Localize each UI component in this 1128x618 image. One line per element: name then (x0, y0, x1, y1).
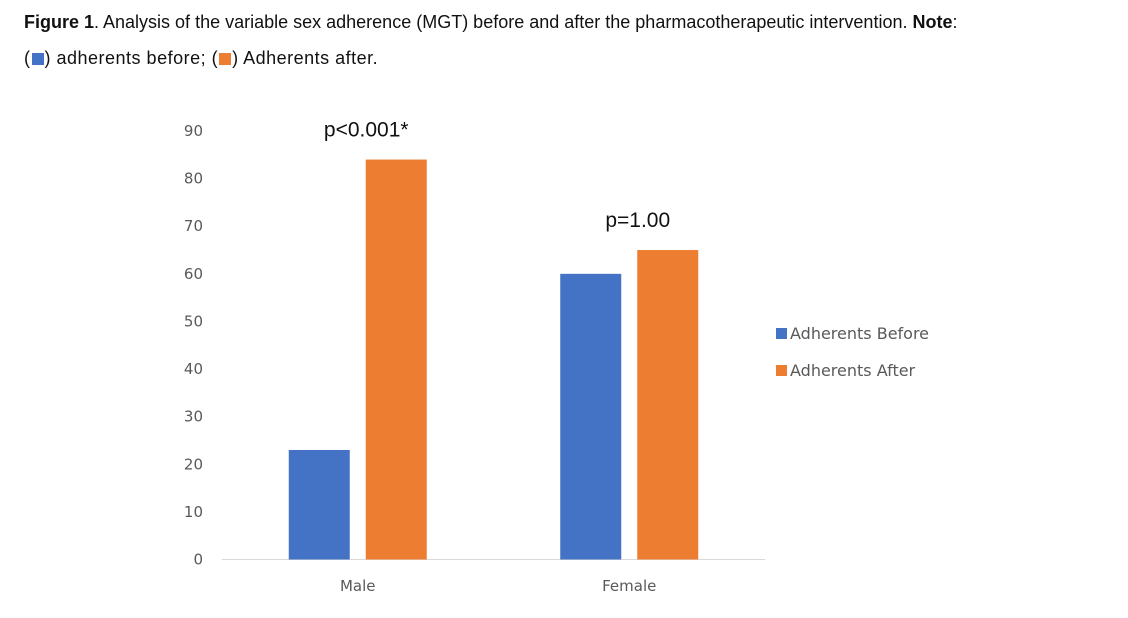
y-tick-label: 80 (184, 170, 203, 188)
figure-caption: Figure 1. Analysis of the variable sex a… (24, 8, 1114, 72)
bar (560, 273, 622, 560)
y-tick-label: 0 (193, 551, 203, 569)
y-tick-label: 40 (184, 360, 203, 378)
y-tick-label: 30 (184, 408, 203, 426)
legend-label: Adherents After (790, 361, 916, 380)
legend: Adherents Before Adherents After (776, 324, 929, 380)
caption-line-1: Figure 1. Analysis of the variable sex a… (24, 8, 1114, 36)
note-label: Note (912, 12, 953, 32)
bar (637, 250, 699, 560)
annotations: p<0.001* p=1.00 (324, 119, 670, 232)
y-tick-label: 10 (184, 503, 203, 521)
bar (288, 449, 350, 560)
y-tick-label: 50 (184, 312, 203, 330)
bars (288, 159, 699, 560)
note-colon: : (952, 12, 958, 32)
caption-after-text: ) Adherents after. (232, 48, 379, 68)
y-tick-label: 20 (184, 455, 203, 473)
caption-swatch-after (219, 53, 232, 65)
y-tick-label: 60 (184, 265, 203, 283)
y-tick-label: 90 (184, 122, 203, 140)
legend-label: Adherents Before (790, 324, 929, 343)
caption-open-paren: ( (24, 48, 31, 68)
p-value-annotation: p<0.001* (324, 119, 409, 142)
bar (365, 159, 427, 560)
legend-swatch (776, 328, 787, 339)
caption-line-2: ( ) adherents before; ( ) Adherents after. (24, 44, 1114, 72)
y-axis-ticks: 0 10 20 30 40 50 60 70 80 90 (184, 122, 203, 569)
caption-before-text: ) adherents before; ( (44, 48, 219, 68)
caption-swatch-before (31, 53, 44, 65)
y-tick-label: 70 (184, 217, 203, 235)
category-labels: Male Female (340, 577, 656, 595)
p-value-annotation: p=1.00 (605, 209, 670, 232)
x-tick-label: Male (340, 577, 376, 595)
x-tick-label: Female (602, 577, 656, 595)
figure-label: Figure 1 (24, 12, 95, 32)
caption-text: . Analysis of the variable sex adherence… (94, 12, 913, 32)
legend-swatch (776, 365, 787, 376)
